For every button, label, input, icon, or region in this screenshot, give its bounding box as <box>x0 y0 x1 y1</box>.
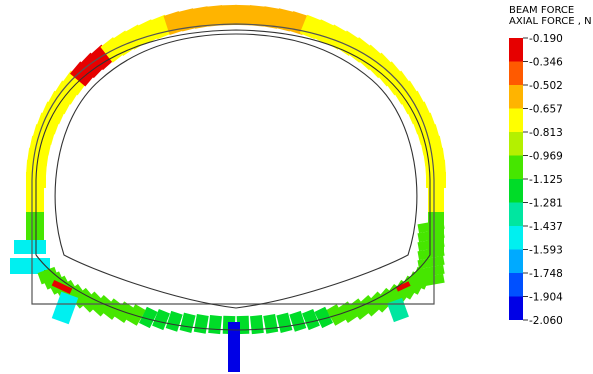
lining-bar <box>395 281 411 292</box>
legend-swatch <box>509 249 523 273</box>
lining-bar <box>428 180 444 189</box>
lining-bar <box>91 295 113 317</box>
lining-bar <box>247 5 266 27</box>
legend-swatches <box>509 38 523 320</box>
legend-swatch <box>509 85 523 109</box>
lining-bar <box>228 322 240 372</box>
lining-bar <box>14 240 46 254</box>
lining-bar <box>126 304 146 326</box>
lining-bar <box>386 283 409 305</box>
color-legend: BEAM FORCE AXIAL FORCE , N -0.190-0.346-… <box>509 5 592 327</box>
lining-bar <box>408 271 430 290</box>
legend-label: -1.904 <box>529 292 563 304</box>
lining-bar <box>51 291 79 325</box>
lining-bar <box>37 266 59 285</box>
lining-bar <box>53 80 80 105</box>
lining-bar <box>26 220 44 229</box>
legend-labels: -0.190 -0.346 -0.502 -0.657 -0.813 -0.969 -1.1… <box>523 33 563 327</box>
lining-bar <box>346 37 372 63</box>
axial-force-lining-bars <box>10 4 447 372</box>
legend-label: -1.748 <box>529 268 563 280</box>
tunnel-inner-opening <box>54 33 418 309</box>
legend-label: -0.190 <box>529 33 563 45</box>
lining-bar <box>26 180 44 189</box>
legend-swatch <box>509 132 523 156</box>
lining-bar <box>392 80 419 105</box>
lining-bar <box>359 295 381 317</box>
lining-bar <box>428 196 444 205</box>
lining-bar <box>428 212 444 221</box>
legend-label: -1.281 <box>529 198 563 210</box>
legend-label: -0.502 <box>529 80 563 92</box>
lining-bar <box>26 196 44 205</box>
lining-bar <box>69 61 96 87</box>
legend-swatch <box>509 273 523 297</box>
lining-bar <box>193 313 209 334</box>
lining-bar <box>89 44 115 71</box>
lining-bar <box>72 287 94 309</box>
lining-bar <box>337 301 358 323</box>
lining-bar <box>26 228 44 237</box>
excavation-boundary <box>31 23 435 305</box>
lining-bar <box>314 306 334 329</box>
legend-label: -0.813 <box>529 127 563 139</box>
lining-bar <box>208 315 223 335</box>
legend-swatch <box>509 202 523 226</box>
legend-title-line2: AXIAL FORCE , N <box>509 16 592 27</box>
lining-bar <box>61 70 87 96</box>
lining-bar <box>301 308 320 331</box>
lining-bar <box>376 61 403 87</box>
legend-swatch <box>509 108 523 132</box>
lining-bar <box>81 291 103 313</box>
legend-label: -1.125 <box>529 174 563 186</box>
lining-bar <box>428 204 444 213</box>
lining-bar <box>42 271 64 290</box>
legend-swatch <box>509 226 523 250</box>
legend-label: -0.657 <box>529 104 563 116</box>
lining-bar <box>324 24 348 50</box>
legend-label: -1.593 <box>529 245 563 257</box>
legend-label: -1.437 <box>529 221 563 233</box>
lining-bar <box>401 275 424 295</box>
lining-bar <box>263 313 279 334</box>
lining-bar <box>26 204 44 213</box>
lining-bar <box>111 30 137 56</box>
legend-title-line1: BEAM FORCE <box>509 5 574 16</box>
lining-bar <box>165 310 183 332</box>
legend-swatch <box>509 296 523 320</box>
legend-swatch <box>509 179 523 203</box>
lining-bar <box>152 308 171 331</box>
lining-bar <box>249 315 264 335</box>
lining-bar <box>400 90 426 115</box>
legend-swatch <box>509 61 523 85</box>
lining-bar <box>26 212 44 221</box>
lining-bar <box>10 258 50 274</box>
lining-bar <box>369 291 391 313</box>
lining-bar <box>51 280 73 294</box>
legend-swatch <box>509 155 523 179</box>
lining-bar <box>289 310 307 332</box>
lining-centerline <box>35 29 431 331</box>
lining-bar <box>220 4 238 26</box>
lining-bar <box>234 4 252 26</box>
lining-bar <box>124 24 148 50</box>
lining-bar <box>191 6 211 29</box>
legend-label: -0.346 <box>529 57 563 69</box>
lining-bar <box>206 5 225 27</box>
lining-bar <box>385 70 411 96</box>
legend-label: -2.060 <box>529 315 563 327</box>
legend-label: -0.969 <box>529 151 563 163</box>
lining-bar <box>138 306 158 329</box>
lining-bar <box>26 188 44 197</box>
legend-swatch <box>509 38 523 62</box>
lining-bar <box>428 188 444 197</box>
lining-bar <box>79 52 105 79</box>
